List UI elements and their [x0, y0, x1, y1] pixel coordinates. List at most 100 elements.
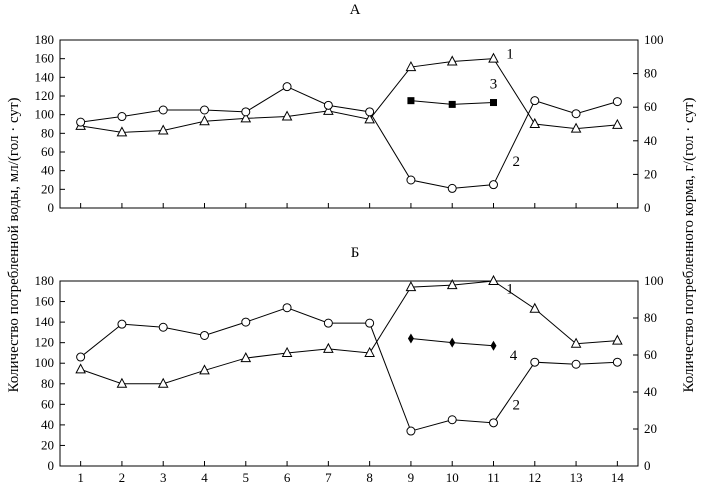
plot-frame [59, 280, 639, 467]
x-tick-label: 4 [201, 470, 208, 485]
plot-frame [59, 39, 639, 209]
panel-1: 0 20 40 60 80 100 120 140 160 180 0 20 40 60 80 100 1 2 3 [35, 32, 664, 215]
series-1-point [281, 110, 293, 121]
right-tick-label: 40 [644, 384, 657, 399]
series-1-point [405, 60, 417, 72]
series-1-point [157, 377, 169, 388]
x-tick-label: 13 [570, 470, 583, 485]
left-axis-title: Количество потребленной воды, мл/(гол · … [6, 97, 22, 392]
series-3-label: 3 [490, 77, 498, 93]
x-tick-label: 8 [366, 470, 373, 485]
left-tick-label: 80 [41, 125, 54, 140]
series-2-point [282, 303, 292, 313]
series-2-point [612, 357, 622, 367]
left-tick-label: 40 [41, 163, 54, 178]
x-tick-label: 14 [611, 470, 625, 485]
left-tick-label: 120 [35, 88, 55, 103]
series-4-point [490, 340, 497, 351]
left-tick-label: 100 [35, 355, 55, 370]
series-4-point [449, 337, 456, 348]
plot-layer: 0204060801001201401601800204060801001230… [35, 32, 664, 485]
series-4-point [407, 333, 414, 344]
left-tick-label: 180 [35, 32, 55, 47]
series-2-point [612, 97, 622, 107]
series-2-point [406, 426, 416, 436]
left-tick-label: 120 [35, 335, 55, 350]
series-1-point [570, 122, 582, 133]
series-2-point [571, 109, 581, 119]
right-tick-label: 60 [644, 99, 657, 114]
series-3-point [407, 97, 415, 105]
series-1-point [323, 342, 334, 353]
x-tick-label: 11 [487, 470, 500, 485]
series-3-point [448, 100, 456, 108]
series-1-label: 1 [506, 281, 514, 297]
series-2-point [447, 183, 457, 193]
panel-b-title: Б [351, 245, 360, 261]
series-1-point [446, 279, 458, 290]
left-tick-label: 140 [35, 69, 55, 84]
series-2-point [530, 357, 540, 367]
x-tick-label: 3 [160, 470, 167, 485]
right-tick-label: 40 [644, 133, 657, 148]
series-2-point [158, 322, 168, 332]
series-1-point [323, 104, 334, 115]
series-1-point [570, 337, 582, 348]
right-tick-label: 0 [644, 200, 651, 215]
series-1-point [488, 274, 499, 285]
left-tick-label: 80 [41, 376, 54, 391]
right-tick-label: 100 [644, 273, 664, 288]
series-1-point [488, 52, 499, 63]
series-2-point [571, 359, 581, 369]
series-2-point [200, 330, 209, 340]
left-tick-label: 60 [41, 144, 54, 159]
series-1-point [199, 115, 210, 126]
panel-a-title: А [350, 2, 361, 18]
right-tick-label: 80 [644, 66, 657, 81]
series-2-point [241, 107, 251, 117]
series-2-point [76, 352, 86, 362]
x-tick-label: 6 [284, 470, 291, 485]
left-tick-label: 160 [35, 51, 55, 66]
series-2-point [158, 105, 168, 115]
left-tick-label: 40 [41, 417, 54, 432]
right-tick-label: 80 [644, 310, 657, 325]
series-1-point [529, 117, 541, 128]
left-tick-label: 0 [48, 458, 55, 473]
left-tick-label: 160 [35, 294, 55, 309]
series-2-point [530, 96, 540, 106]
left-tick-label: 180 [35, 273, 55, 288]
series-1-point [529, 302, 541, 313]
x-tick-label: 1 [77, 470, 84, 485]
series-2-point [489, 418, 498, 428]
series-2-point [406, 175, 416, 185]
series-1-point [612, 118, 623, 129]
x-tick-label: 2 [119, 470, 126, 485]
left-tick-label: 100 [35, 107, 55, 122]
series-2-line [80, 86, 618, 189]
series-2-point [117, 319, 127, 329]
series-1-point [240, 112, 252, 123]
series-1-point [405, 281, 417, 292]
series-1-point [116, 126, 128, 137]
x-tick-label: 7 [325, 470, 332, 485]
right-tick-label: 20 [644, 421, 657, 436]
x-tick-label: 9 [408, 470, 415, 485]
series-2-point [365, 107, 375, 117]
series-3-point [490, 99, 497, 107]
series-1-line [80, 58, 618, 133]
series-2-point [76, 117, 86, 127]
series-1-point [116, 377, 128, 388]
right-tick-label: 100 [644, 32, 664, 47]
left-tick-label: 20 [41, 181, 54, 196]
left-tick-label: 60 [41, 396, 54, 411]
series-1-point [157, 124, 169, 135]
series-2-point [241, 317, 251, 327]
series-1-point [281, 346, 293, 357]
right-tick-label: 60 [644, 347, 657, 362]
right-tick-label: 20 [644, 166, 657, 181]
series-1-point [199, 364, 210, 375]
series-2-point [200, 105, 209, 115]
right-tick-label: 0 [644, 458, 651, 473]
series-2-point [282, 82, 292, 92]
